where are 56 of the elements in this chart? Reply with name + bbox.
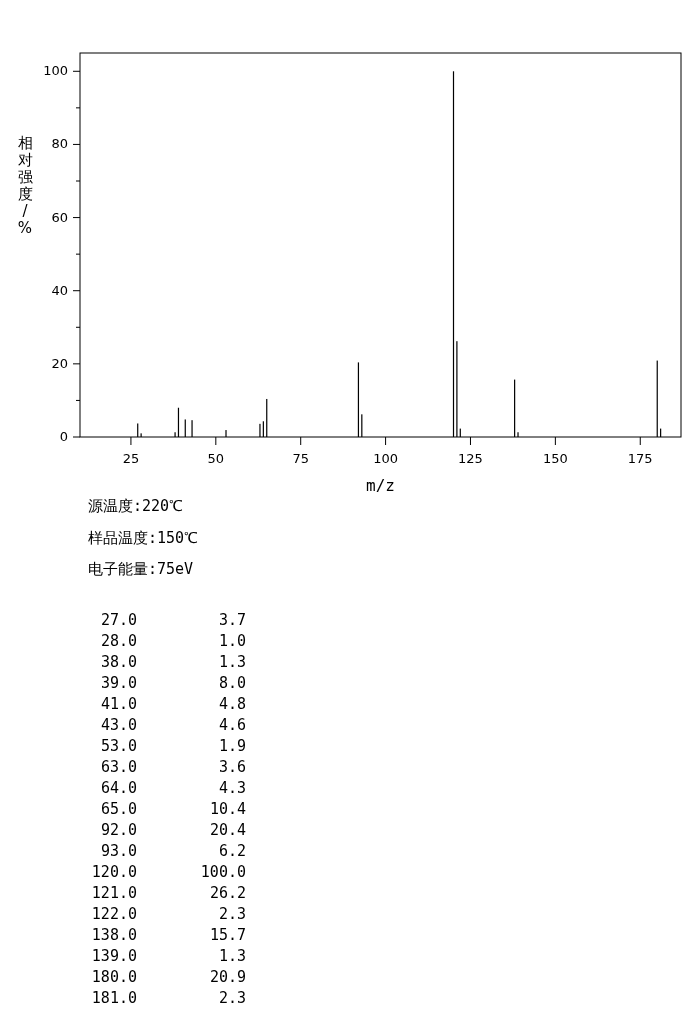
text: 20.9 bbox=[209, 968, 246, 986]
text: 1.9 bbox=[218, 737, 246, 755]
text: 4.6 bbox=[218, 716, 246, 734]
text: 65.0 bbox=[100, 800, 137, 818]
text: 1.3 bbox=[218, 653, 246, 671]
y-tick-label: 60 bbox=[51, 209, 68, 225]
text: 3.6 bbox=[218, 758, 246, 776]
y-tick-label: 100 bbox=[43, 63, 68, 79]
text: 1.3 bbox=[218, 947, 246, 965]
x-tick-label: 175 bbox=[627, 451, 653, 466]
text: 93.0 bbox=[100, 842, 137, 860]
y-axis-title: 相对强度/% bbox=[17, 134, 33, 237]
text: 64.0 bbox=[100, 779, 137, 797]
text: 4.3 bbox=[218, 779, 246, 797]
x-tick-label: 75 bbox=[292, 451, 309, 466]
text: 3.7 bbox=[218, 611, 246, 629]
text: 27.0 bbox=[100, 611, 137, 629]
text: 120.0 bbox=[91, 863, 137, 881]
text: 122.0 bbox=[91, 905, 137, 923]
text: 8.0 bbox=[218, 674, 246, 692]
text: 43.0 bbox=[100, 716, 137, 734]
text: 138.0 bbox=[91, 926, 137, 944]
text: 139.0 bbox=[91, 947, 137, 965]
text: 10.4 bbox=[209, 800, 246, 818]
text: 181.0 bbox=[91, 989, 137, 1007]
text: 63.0 bbox=[100, 758, 137, 776]
x-tick-label: 100 bbox=[373, 451, 399, 466]
text: 41.0 bbox=[100, 695, 137, 713]
x-axis-title: m/z bbox=[366, 476, 395, 495]
text: 6.2 bbox=[218, 842, 246, 860]
y-tick-label: 80 bbox=[51, 136, 68, 152]
y-tick-label: 0 bbox=[59, 429, 68, 444]
x-tick-label: 25 bbox=[122, 451, 140, 466]
text: 4.8 bbox=[218, 695, 246, 713]
text: 38.0 bbox=[100, 653, 137, 671]
text: 样品温度:150℃ bbox=[88, 528, 199, 547]
x-tick-label: 125 bbox=[458, 451, 483, 466]
x-tick-label: 50 bbox=[207, 451, 225, 466]
text: 180.0 bbox=[91, 968, 137, 986]
text: 20.4 bbox=[209, 821, 246, 839]
text: 源温度:220℃ bbox=[88, 497, 184, 515]
text: 1.0 bbox=[218, 632, 246, 650]
text: 121.0 bbox=[91, 884, 137, 902]
text: 100.0 bbox=[200, 863, 246, 881]
text: 电子能量:75eV bbox=[88, 560, 194, 578]
y-tick-label: 40 bbox=[51, 282, 68, 298]
text: 2.3 bbox=[218, 905, 246, 923]
text: 28.0 bbox=[100, 632, 137, 650]
text: 92.0 bbox=[100, 821, 137, 839]
text: 2.3 bbox=[218, 989, 246, 1007]
text: 15.7 bbox=[209, 926, 246, 944]
text: 26.2 bbox=[209, 884, 246, 902]
text: 53.0 bbox=[100, 737, 137, 755]
x-tick-label: 150 bbox=[542, 451, 568, 466]
y-tick-label: 20 bbox=[51, 355, 68, 371]
text: 39.0 bbox=[100, 674, 137, 692]
